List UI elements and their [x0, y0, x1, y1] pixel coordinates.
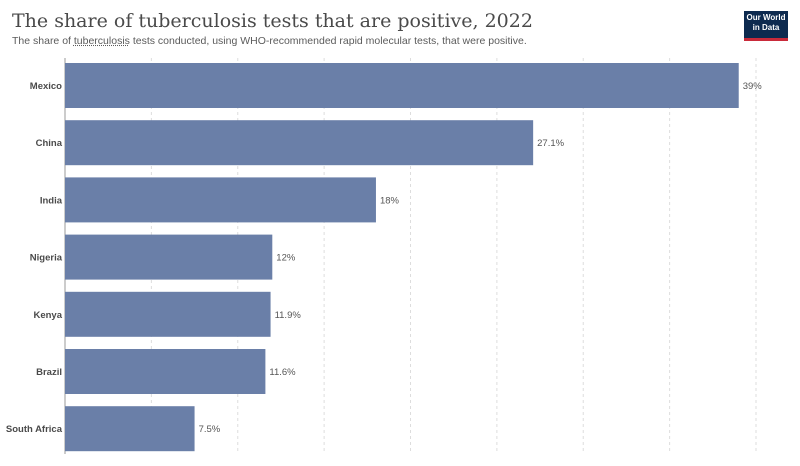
chart-title: The share of tuberculosis tests that are… — [12, 10, 533, 32]
value-label: 11.9% — [275, 310, 302, 321]
category-label: South Africa — [6, 424, 63, 435]
subtitle-suffix: tests conducted, using WHO-recommended r… — [129, 35, 527, 47]
value-label: 7.5% — [199, 424, 221, 435]
category-label: Nigeria — [30, 253, 63, 264]
subtitle-prefix: The share of — [12, 35, 74, 47]
owid-logo[interactable]: Our World in Data — [744, 11, 788, 41]
bar-south-africa[interactable] — [65, 406, 195, 452]
chart-subtitle: The share of tuberculosis tests conducte… — [12, 35, 527, 47]
bar-brazil[interactable] — [65, 349, 266, 394]
category-label: Brazil — [36, 367, 62, 378]
value-label: 11.6% — [269, 367, 296, 378]
value-label: 27.1% — [537, 138, 564, 149]
bar-india[interactable] — [65, 177, 376, 223]
value-label: 39% — [743, 81, 763, 92]
category-label: India — [40, 195, 63, 206]
bar-mexico[interactable] — [65, 63, 739, 108]
category-label: Mexico — [30, 81, 62, 92]
chart-bars: Mexico 39% China 27.1% India 18% Nigeria 12% Ken… — [6, 63, 763, 452]
value-label: 12% — [276, 253, 296, 264]
value-label: 18% — [380, 195, 400, 206]
category-label: China — [36, 138, 63, 149]
logo-line-2: in Data — [752, 23, 780, 32]
category-label: Kenya — [33, 310, 62, 321]
bar-kenya[interactable] — [65, 291, 271, 337]
tuberculosis-link[interactable]: tuberculosis — [73, 35, 130, 47]
logo-line-1: Our World — [746, 13, 786, 22]
bar-china[interactable] — [65, 120, 534, 166]
bar-nigeria[interactable] — [65, 234, 273, 280]
